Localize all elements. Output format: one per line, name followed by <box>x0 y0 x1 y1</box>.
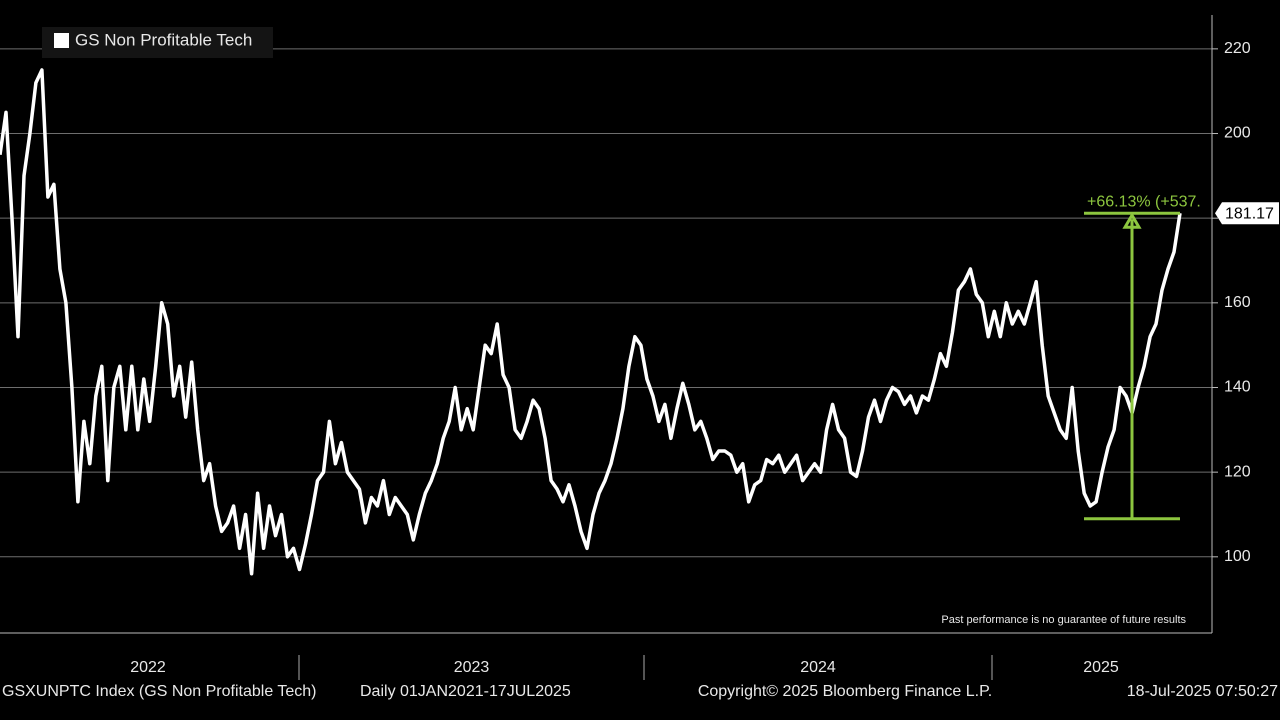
series-line <box>0 68 1182 576</box>
last-value-tag <box>1215 202 1279 225</box>
footer-range: Daily 01JAN2021-17JUL2025 <box>360 683 571 700</box>
y-tick-label: 220 <box>1224 40 1251 57</box>
footer-copyright: Copyright© 2025 Bloomberg Finance L.P. <box>698 683 992 700</box>
x-tick-label: 2024 <box>800 659 836 676</box>
y-tick-label: 200 <box>1224 125 1251 142</box>
x-tick-label: 2025 <box>1083 659 1119 676</box>
footer-index: GSXUNPTC Index (GS Non Profitable Tech) <box>2 683 317 700</box>
annotation-arrowhead <box>1122 212 1142 229</box>
y-tick-label: 160 <box>1224 294 1251 311</box>
footer-timestamp: 18-Jul-2025 07:50:27 <box>1127 683 1278 700</box>
y-tick-label: 140 <box>1224 379 1251 396</box>
y-tick-label: 120 <box>1224 463 1251 480</box>
legend-box <box>42 27 273 58</box>
plot-area <box>0 68 1182 576</box>
x-tick-label: 2022 <box>130 659 166 676</box>
x-tick-label: 2023 <box>454 659 490 676</box>
y-tick-label: 100 <box>1224 548 1251 565</box>
annotation-text: +66.13% (+537. <box>1087 193 1201 210</box>
last-value-label: 181.17 <box>1225 205 1274 222</box>
note: Past performance is no guarantee of futu… <box>941 614 1186 626</box>
legend-label: GS Non Profitable Tech <box>75 30 252 49</box>
legend-swatch <box>54 33 69 48</box>
